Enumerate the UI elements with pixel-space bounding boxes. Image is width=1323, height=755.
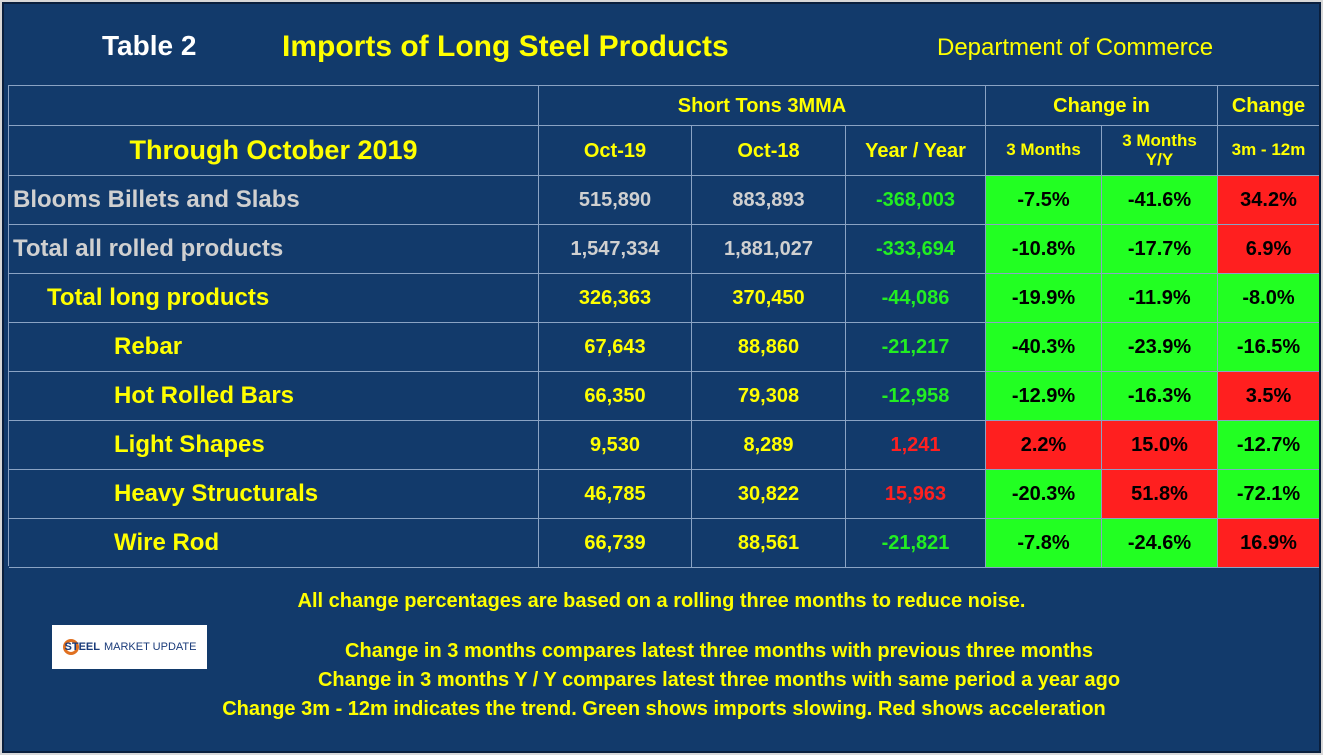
logo: STEEL MARKET UPDATE [52,625,207,669]
table-cell: 1,547,334 [539,225,692,274]
column-header: Year / Year [846,126,986,176]
table-cell: 16.9% [1218,519,1319,568]
note: Change in 3 months compares latest three… [345,640,1093,662]
table-cell: 6.9% [1218,225,1319,274]
header-cell [9,86,539,126]
table-cell: -21,217 [846,323,986,372]
row-label: Blooms Billets and Slabs [9,176,539,225]
table-cell: -7.5% [986,176,1102,225]
row-label: Wire Rod [9,519,539,568]
period: Through October 2019 [9,126,539,176]
table-cell: -8.0% [1218,274,1319,323]
column-header: 3 Months Y/Y [1102,126,1218,176]
table-cell: 88,860 [692,323,846,372]
table-cell: 46,785 [539,470,692,519]
table-cell: 9,530 [539,421,692,470]
table-cell: -41.6% [1102,176,1218,225]
table-cell: 1,241 [846,421,986,470]
column-header: 3 Months [986,126,1102,176]
table-cell: 370,450 [692,274,846,323]
table-cell: 34.2% [1218,176,1319,225]
table-cell: 8,289 [692,421,846,470]
row-label: Hot Rolled Bars [9,372,539,421]
note: All change percentages are based on a ro… [297,590,1026,612]
group-header: Change [1218,86,1319,126]
table-cell: 326,363 [539,274,692,323]
table-cell: -11.9% [1102,274,1218,323]
table-cell: 30,822 [692,470,846,519]
logo-text: MARKET UPDATE [103,641,197,653]
table-cell: 51.8% [1102,470,1218,519]
row-label: Light Shapes [9,421,539,470]
column-header: Oct-19 [539,126,692,176]
note: Change in 3 months Y / Y compares latest… [317,669,1121,691]
logo-text: STEEL [64,641,100,653]
source: Department of Commerce [937,34,1214,61]
row-label: Total long products [9,274,539,323]
table-cell: -333,694 [846,225,986,274]
table-cell: -40.3% [986,323,1102,372]
table-cell: -17.7% [1102,225,1218,274]
table-label: Table 2 [102,30,197,61]
table-cell: 883,893 [692,176,846,225]
table-cell: 3.5% [1218,372,1319,421]
table-cell: 79,308 [692,372,846,421]
table-cell: 66,739 [539,519,692,568]
table-cell: -20.3% [986,470,1102,519]
table-cell: 1,881,027 [692,225,846,274]
table-cell: 88,561 [692,519,846,568]
table-cell: -12.7% [1218,421,1319,470]
table-cell: -19.9% [986,274,1102,323]
table-cell: -16.5% [1218,323,1319,372]
table-cell: 2.2% [986,421,1102,470]
table-cell: 67,643 [539,323,692,372]
note: Change 3m - 12m indicates the trend. Gre… [222,698,1106,720]
table-cell: -72.1% [1218,470,1319,519]
table-cell: -21,821 [846,519,986,568]
logo-icon [62,639,79,655]
column-header: Oct-18 [692,126,846,176]
table-cell: -23.9% [1102,323,1218,372]
row-label: Heavy Structurals [9,470,539,519]
table-cell: 66,350 [539,372,692,421]
table-cell: 515,890 [539,176,692,225]
table-cell: -24.6% [1102,519,1218,568]
table: Short Tons 3MMA Change in Change Through Oc… [8,85,1319,568]
group-header: Change in [986,86,1218,126]
row-label: Rebar [9,323,539,372]
table-cell: -16.3% [1102,372,1218,421]
table-cell: -10.8% [986,225,1102,274]
row-label: Total all rolled products [9,225,539,274]
table-cell: -12.9% [986,372,1102,421]
table-cell: -44,086 [846,274,986,323]
table-cell: -7.8% [986,519,1102,568]
group-header: Short Tons 3MMA [539,86,986,126]
table-cell: -12,958 [846,372,986,421]
column-header: 3m - 12m [1218,126,1319,176]
title: Imports of Long Steel Products [282,30,729,63]
table-cell: -368,003 [846,176,986,225]
table-cell: 15,963 [846,470,986,519]
table-cell: 15.0% [1102,421,1218,470]
